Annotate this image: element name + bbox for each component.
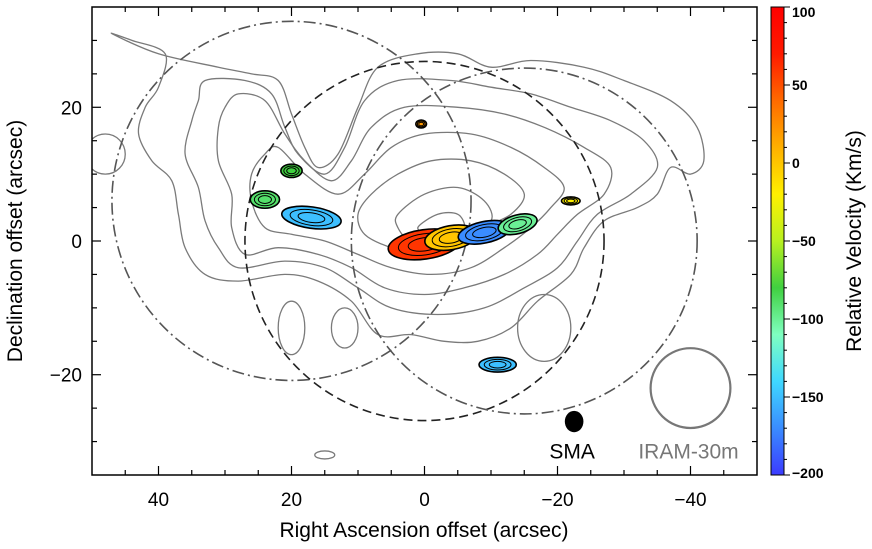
x-tick-label: −40 (674, 490, 706, 511)
emission-contour (257, 195, 272, 204)
intensity-contour-island (314, 450, 336, 460)
emission-clump (478, 356, 518, 373)
emission-contour (483, 358, 512, 371)
y-tick-label: 0 (71, 232, 82, 253)
pointing-circle (244, 60, 605, 422)
colorbar-tick-label: 50 (792, 77, 808, 93)
emission-layer (249, 119, 581, 373)
beam-label-sma: SMA (549, 441, 595, 464)
intensity-contour-island (330, 307, 359, 349)
colorbar-tick-label: −100 (792, 311, 824, 327)
emission-contour (472, 226, 497, 239)
emission-contour (286, 167, 297, 175)
intensity-contour (110, 32, 705, 344)
emission-contour (508, 219, 527, 230)
intensity-contour (249, 131, 565, 276)
intensity-contour-island (92, 133, 126, 175)
intensity-contour (216, 92, 613, 296)
beam-layer: SMA IRAM-30m (549, 347, 739, 464)
pointing-circle (350, 67, 698, 415)
colorbar-ticks: 100 50 0 −50 −100 −150 −200 (784, 4, 824, 481)
beam-sma (564, 410, 584, 433)
emission-contour (503, 216, 533, 233)
pointing-layer (111, 20, 698, 422)
emission-clump (415, 119, 428, 129)
emission-contour (418, 121, 425, 127)
emission-clump (280, 205, 342, 230)
emission-contour (289, 208, 334, 227)
emission-clump (249, 190, 281, 210)
emission-contour (563, 197, 579, 205)
colorbar-gradient (770, 6, 785, 476)
axis-ticks: 40 20 0 −20 −40 20 0 −20 (50, 7, 757, 511)
emission-fill (497, 213, 538, 236)
colorbar-tick-label: 100 (792, 4, 816, 20)
x-tick-label: −20 (541, 490, 573, 511)
x-tick-label: 0 (419, 490, 430, 511)
intensity-contour (184, 77, 659, 316)
emission-clump (497, 213, 538, 236)
x-tick-label: 40 (148, 490, 169, 511)
colorbar-tick-label: −200 (792, 465, 824, 481)
intensity-contour-island (516, 293, 572, 362)
emission-contour (566, 198, 576, 204)
y-tick-label: −20 (50, 366, 82, 387)
y-tick-label: 20 (61, 98, 82, 119)
colorbar-title: Relative Velocity (Km/s) (843, 130, 866, 352)
y-axis-title: Declination offset (arcsec) (4, 120, 27, 362)
emission-contour (488, 360, 507, 369)
emission-clump (280, 163, 303, 179)
x-tick-label: 20 (281, 490, 302, 511)
beam-label-iram: IRAM-30m (638, 441, 738, 464)
emission-fill (280, 205, 342, 230)
emission-contour (283, 165, 300, 177)
intensity-contour-island (277, 300, 306, 356)
beam-iram (649, 347, 732, 430)
colorbar-tick-label: −150 (792, 389, 824, 405)
plot-area: SMA IRAM-30m (92, 20, 739, 464)
emission-clump (560, 196, 581, 206)
emission-contour (297, 211, 326, 224)
x-axis-title: Right Ascension offset (arcsec) (279, 519, 568, 542)
colorbar-tick-label: −50 (792, 233, 816, 249)
emission-contour (253, 192, 276, 207)
colorbar: 100 50 0 −50 −100 −150 −200 Relative Velocity … (770, 4, 866, 481)
pointing-circle (111, 20, 472, 382)
colorbar-tick-label: 0 (792, 155, 800, 171)
emission-contour (416, 120, 426, 128)
